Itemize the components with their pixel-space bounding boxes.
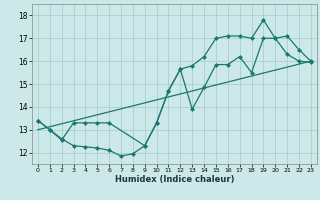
- X-axis label: Humidex (Indice chaleur): Humidex (Indice chaleur): [115, 175, 234, 184]
